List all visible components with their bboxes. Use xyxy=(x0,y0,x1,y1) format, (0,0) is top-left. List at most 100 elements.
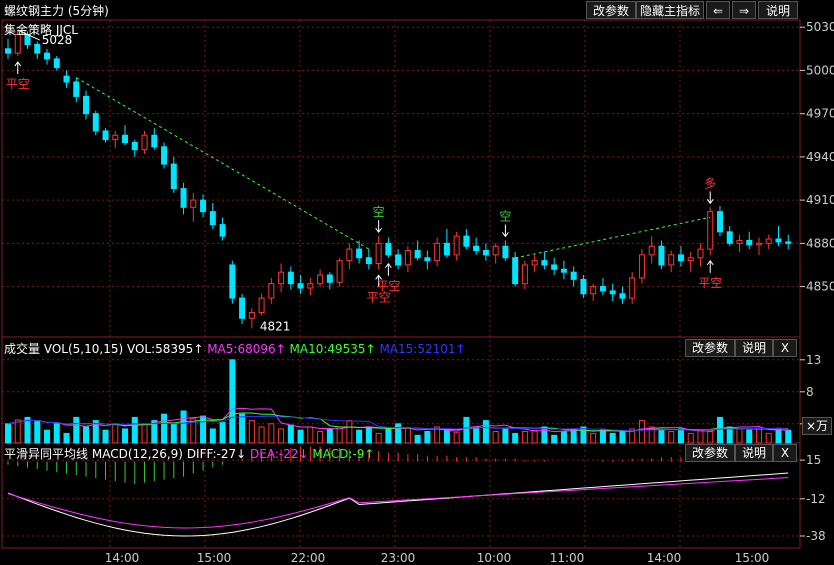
candle-body xyxy=(131,141,138,151)
y-tick-label: 4850 xyxy=(806,280,834,294)
signal-arrow xyxy=(706,260,714,273)
candle-body xyxy=(346,248,353,262)
volume-bar xyxy=(707,430,714,444)
volume-header: 成交量 VOL(5,10,15) VOL:58395↑ MA5:68096↑ M… xyxy=(4,340,466,357)
candle-body xyxy=(395,254,402,266)
x-tick-label: 14:00 xyxy=(105,551,140,565)
volume-bar xyxy=(599,429,606,444)
volume-bar xyxy=(726,426,733,444)
candle-body xyxy=(53,58,60,69)
volume-bar xyxy=(248,420,255,444)
candle-body xyxy=(590,286,597,295)
volume-close-button[interactable]: X xyxy=(773,339,797,357)
volume-bar xyxy=(24,416,31,444)
candle-body xyxy=(141,134,148,151)
candle-body xyxy=(63,75,70,83)
volume-bar xyxy=(73,416,80,444)
volume-bar xyxy=(63,432,70,444)
candle-body xyxy=(785,241,792,244)
candle-body xyxy=(648,245,655,256)
scroll-left-button[interactable]: ⇐ xyxy=(706,1,730,19)
macd-value: MACD:-9↑ xyxy=(312,447,375,461)
signal-arrow xyxy=(375,274,383,288)
volume-bar xyxy=(512,432,519,444)
volume-bar xyxy=(492,430,499,444)
x-tick-label: 15:00 xyxy=(735,551,770,565)
low-label: 4821 xyxy=(260,319,291,333)
volume-bar xyxy=(482,420,489,444)
signal-label: 平空 xyxy=(698,276,722,290)
candle-body xyxy=(268,283,275,299)
volume-help-button[interactable]: 说明 xyxy=(735,339,773,357)
macd-help-button[interactable]: 说明 xyxy=(735,444,773,462)
volume-bar xyxy=(5,423,11,444)
scroll-right-button[interactable]: ⇒ xyxy=(732,1,756,19)
volume-bar xyxy=(531,429,538,444)
candle-body xyxy=(726,231,733,244)
y-tick-label: 8 xyxy=(806,385,814,399)
ma10-line xyxy=(7,412,789,432)
high-pointer xyxy=(17,29,40,41)
y-tick-label: 4940 xyxy=(806,150,834,164)
volume-bar xyxy=(424,430,431,444)
volume-bar xyxy=(765,432,772,444)
candle-body xyxy=(716,211,723,233)
modify-params-button[interactable]: 改参数 xyxy=(586,1,636,19)
volume-bar xyxy=(404,427,411,444)
volume-bar xyxy=(200,415,207,444)
candle-body xyxy=(248,312,255,319)
candle-body xyxy=(502,245,509,259)
volume-bar xyxy=(658,429,665,444)
y-tick-label: 13 xyxy=(806,353,821,367)
volume-bar xyxy=(365,426,372,444)
volume-bar xyxy=(180,410,187,444)
volume-bar xyxy=(44,429,51,444)
volume-bar xyxy=(307,426,314,444)
volume-bar xyxy=(141,423,148,444)
macd-header: 平滑异同平均线 MACD(12,26,9) DIFF:-27↓ DEA:-22↓… xyxy=(4,445,374,462)
volume-bar xyxy=(687,432,694,444)
diff-line xyxy=(7,472,789,537)
candle-body xyxy=(512,257,519,285)
x-tick-label: 14:00 xyxy=(647,551,682,565)
candle-body xyxy=(492,245,499,256)
candle-body xyxy=(551,264,558,270)
signal-label: 空 xyxy=(499,209,511,223)
volume-params-button[interactable]: 改参数 xyxy=(685,339,735,357)
candle-body xyxy=(755,242,762,246)
volume-bar xyxy=(112,423,119,444)
macd-close-button[interactable]: X xyxy=(773,444,797,462)
volume-bar xyxy=(677,428,684,444)
volume-bar xyxy=(287,424,294,444)
candle-body xyxy=(482,250,489,256)
candle-body xyxy=(619,293,626,299)
candle-body xyxy=(453,235,460,256)
volume-bar xyxy=(453,432,460,444)
signal-arrow xyxy=(502,224,509,238)
volume-bar xyxy=(638,420,645,444)
volume-bar xyxy=(161,413,168,444)
volume-unit-button[interactable]: ×万 xyxy=(802,417,832,435)
volume-bar xyxy=(34,420,41,444)
signal-label: 平空 xyxy=(6,77,30,91)
candle-body xyxy=(200,199,207,213)
volume-ma5: MA5:68096↑ xyxy=(207,342,286,356)
help-button[interactable]: 说明 xyxy=(758,1,798,19)
high-label: 5028 xyxy=(42,33,73,47)
candle-body xyxy=(83,95,90,115)
volume-bar xyxy=(209,428,216,444)
volume-bar xyxy=(131,416,138,444)
candle-body xyxy=(424,257,431,262)
candle-body xyxy=(697,248,704,259)
hide-main-indicator-button[interactable]: 隐藏主指标 xyxy=(636,1,704,19)
candle-body xyxy=(297,283,304,289)
volume-bar xyxy=(746,429,753,444)
volume-bar xyxy=(375,432,382,444)
candle-body xyxy=(14,33,21,54)
volume-bar xyxy=(785,429,792,444)
candle-body xyxy=(521,264,528,285)
macd-params-button[interactable]: 改参数 xyxy=(685,444,735,462)
volume-bar xyxy=(716,416,723,444)
candle-body xyxy=(92,113,99,132)
ma15-line xyxy=(7,415,789,432)
